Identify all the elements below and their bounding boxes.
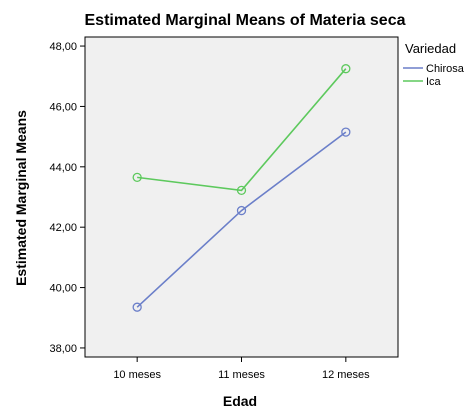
y-tick-label: 48,00 xyxy=(49,41,77,53)
x-tick-label: 11 meses xyxy=(218,369,265,381)
data-point-chirosa xyxy=(236,205,247,216)
x-tick-label: 10 meses xyxy=(113,369,161,381)
data-point-chirosa xyxy=(341,127,351,137)
y-tick-label: 42,00 xyxy=(49,222,77,234)
plot-area xyxy=(84,36,399,358)
x-axis-ticks: 10 meses 11 meses 12 meses xyxy=(113,357,370,381)
series-line-ica xyxy=(137,68,347,192)
legend-label-chirosa: Chirosa xyxy=(426,63,465,75)
x-tick-label: 12 meses xyxy=(322,369,370,381)
y-tick-label: 38,00 xyxy=(49,343,77,355)
y-tick-label: 40,00 xyxy=(49,283,77,295)
legend-title: Variedad xyxy=(405,41,456,56)
x-axis-label: Edad xyxy=(223,393,257,409)
y-tick-label: 46,00 xyxy=(49,101,77,113)
series-layer xyxy=(132,64,351,312)
y-axis-ticks: 38,00 40,00 42,00 44,00 46,00 48,00 xyxy=(49,41,85,355)
y-axis-label: Estimated Marginal Means xyxy=(13,110,29,286)
data-point-ica xyxy=(236,185,247,196)
data-point-ica xyxy=(341,64,351,74)
series-line-chirosa xyxy=(136,131,347,308)
chart-title: Estimated Marginal Means of Materia seca xyxy=(85,12,406,29)
legend-label-ica: Ica xyxy=(426,76,442,88)
data-point-ica xyxy=(132,172,142,183)
data-point-chirosa xyxy=(132,302,142,312)
y-tick-label: 44,00 xyxy=(49,162,77,174)
